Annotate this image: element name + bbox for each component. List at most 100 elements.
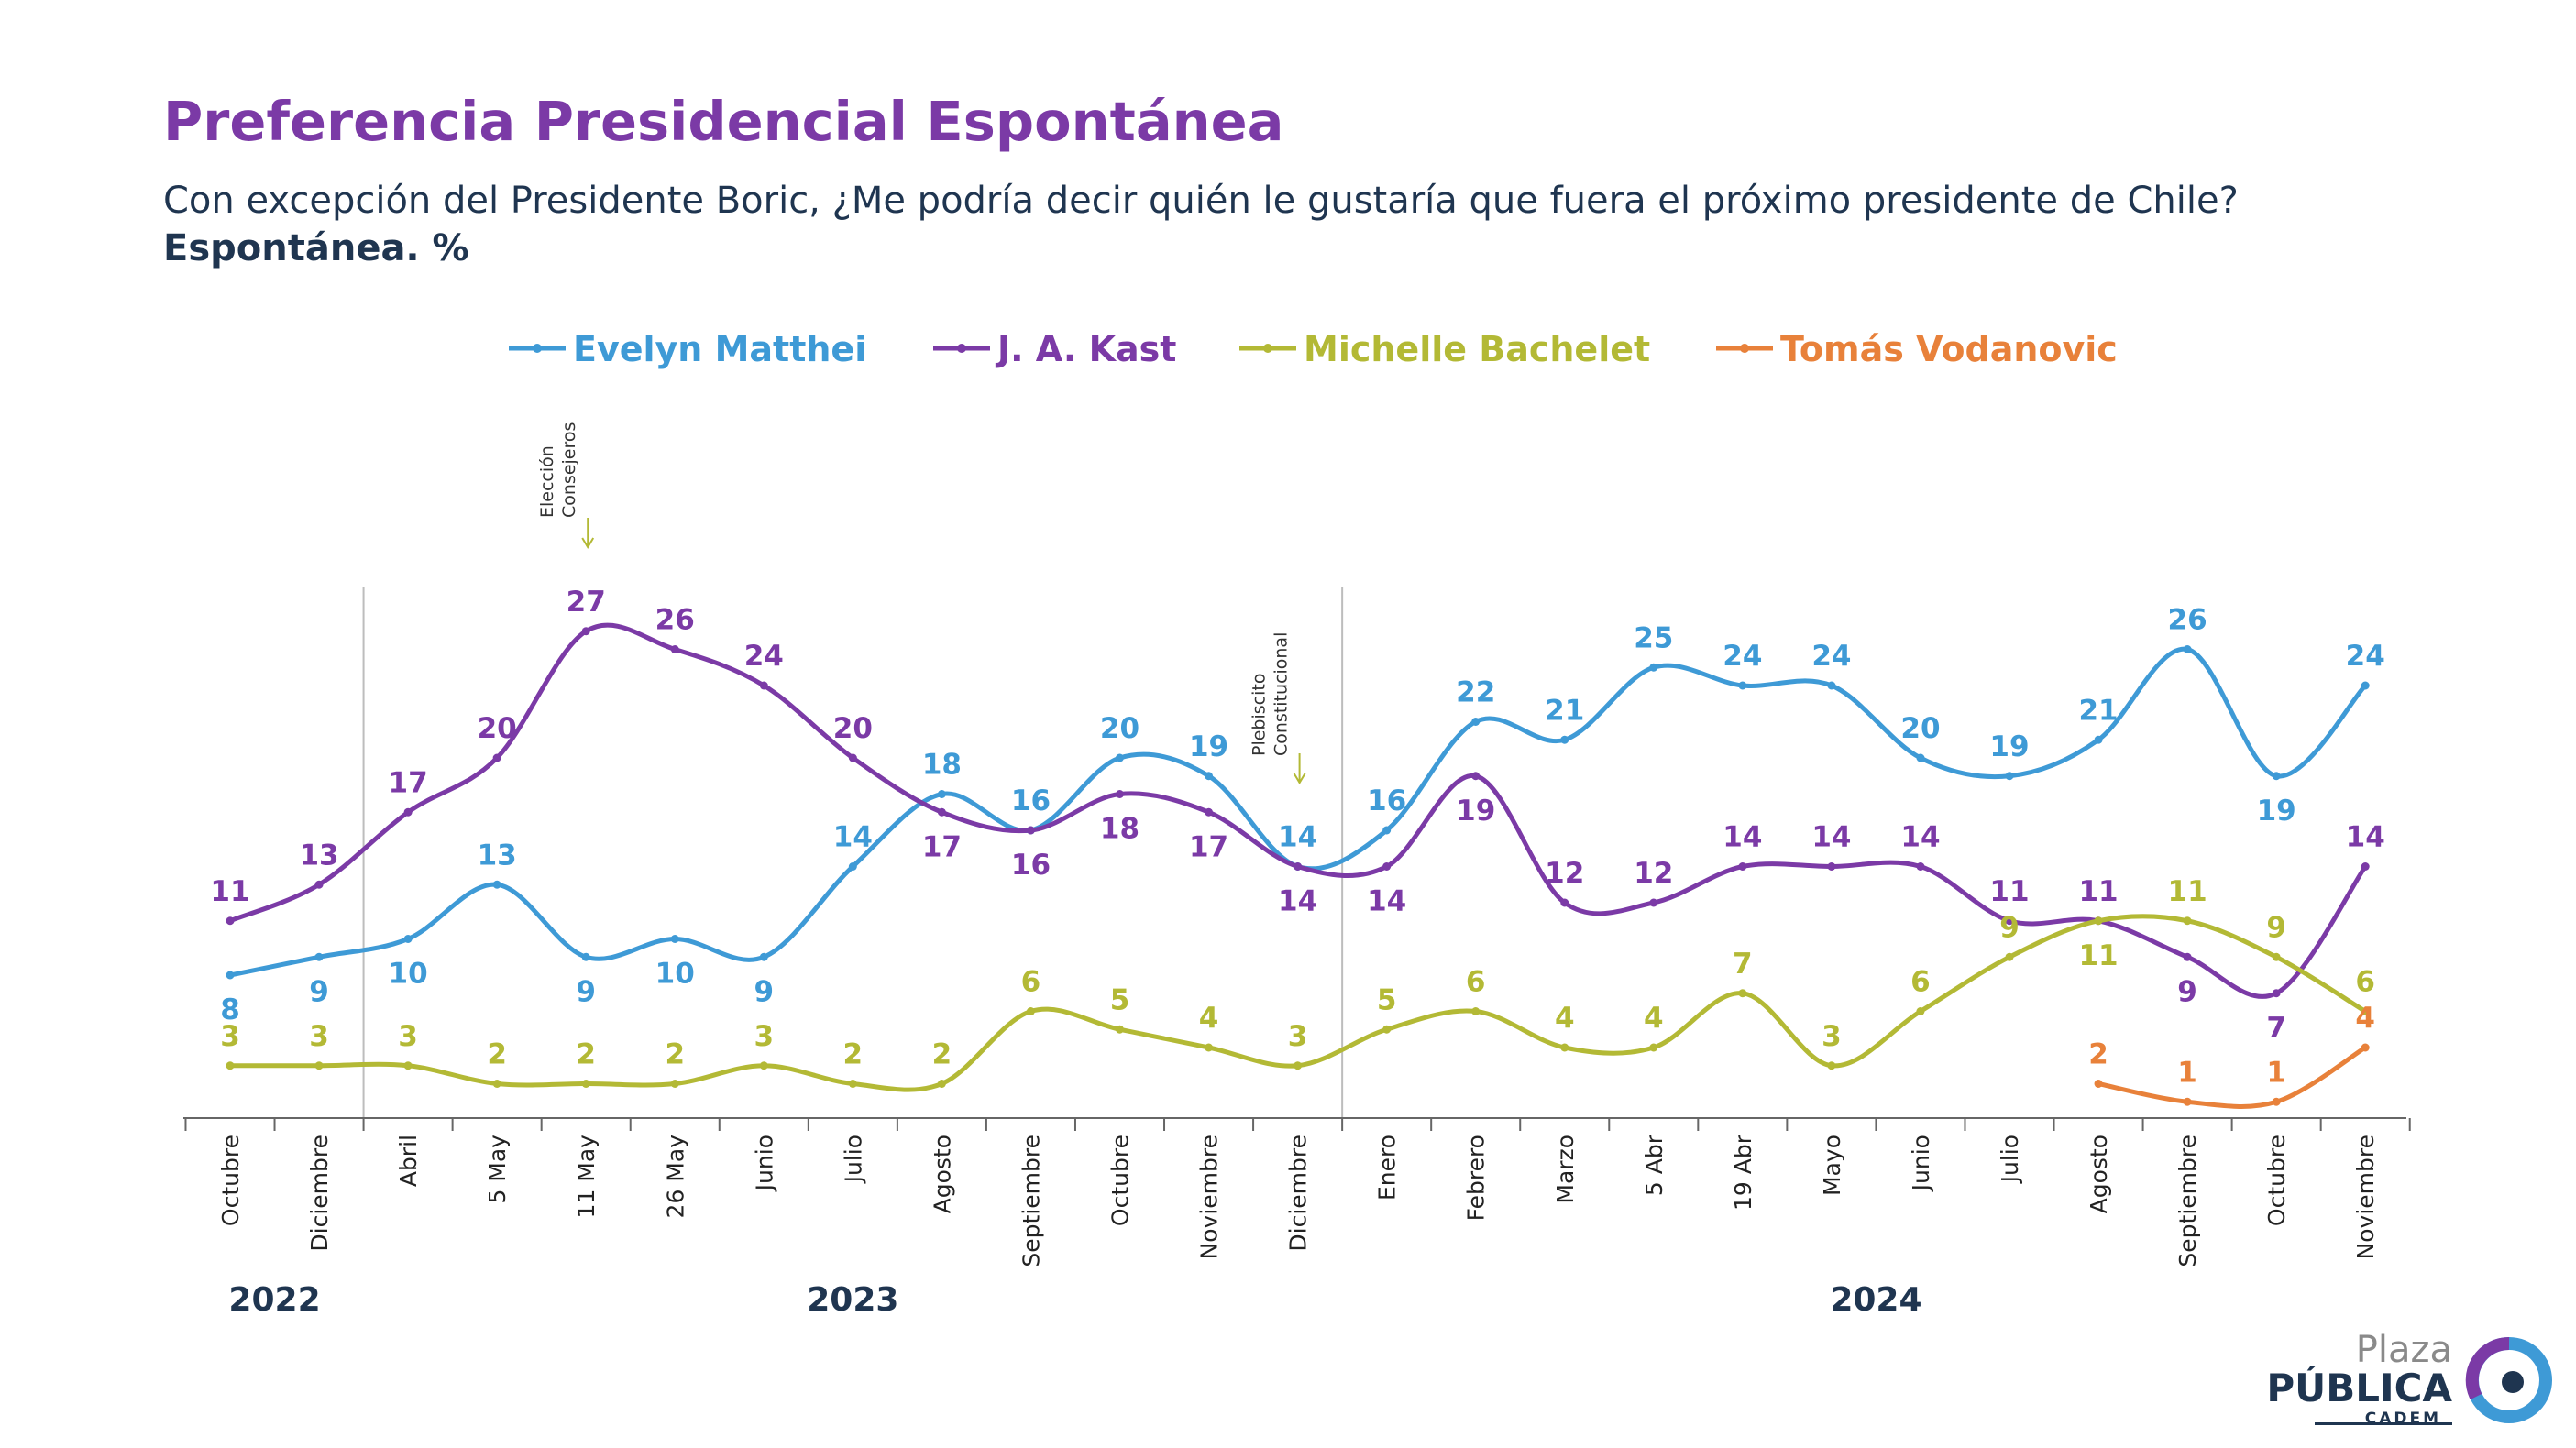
data-label: 9 bbox=[2177, 975, 2197, 1008]
x-tick-label: Julio bbox=[840, 1135, 866, 1184]
data-point bbox=[2183, 645, 2192, 653]
data-label: 14 bbox=[1900, 821, 1940, 854]
data-point bbox=[759, 1061, 768, 1070]
data-point bbox=[1471, 718, 1481, 726]
data-point bbox=[1116, 1025, 1124, 1034]
data-point bbox=[759, 952, 768, 961]
data-point bbox=[1916, 862, 1925, 871]
data-point bbox=[492, 1080, 501, 1088]
data-label: 24 bbox=[744, 640, 784, 673]
data-point bbox=[226, 971, 235, 980]
chart-annotations: Elección Consejeros Plebiscito Constitucion… bbox=[537, 422, 1306, 784]
data-label: 11 bbox=[2078, 939, 2118, 972]
data-label: 16 bbox=[1011, 849, 1051, 882]
data-point bbox=[2094, 1080, 2103, 1088]
data-label: 19 bbox=[2257, 795, 2296, 828]
data-label: 2 bbox=[932, 1038, 952, 1071]
annotation-text-1: Plebiscito bbox=[1249, 674, 1270, 756]
x-tick-label: Noviembre bbox=[1196, 1135, 1223, 1259]
data-point bbox=[1382, 1025, 1392, 1034]
data-point bbox=[670, 1080, 679, 1088]
annotation-text-0: Elección bbox=[537, 445, 557, 518]
data-point bbox=[1116, 790, 1124, 798]
data-label: 6 bbox=[2355, 966, 2375, 999]
annotation-arrowhead-1 bbox=[1293, 773, 1306, 784]
data-point bbox=[1471, 772, 1481, 781]
data-point bbox=[1294, 862, 1303, 871]
x-tick-label: 26 May bbox=[662, 1135, 688, 1219]
data-label: 10 bbox=[655, 958, 695, 991]
data-label: 6 bbox=[1021, 966, 1041, 999]
data-label: 18 bbox=[922, 749, 962, 782]
data-label: 19 bbox=[1989, 730, 2029, 763]
data-label: 5 bbox=[1377, 983, 1397, 1016]
data-label: 16 bbox=[1011, 784, 1051, 817]
chart-legend: Evelyn Matthei J. A. Kast Michelle Bachele… bbox=[509, 329, 2118, 369]
data-point bbox=[1382, 862, 1392, 871]
data-point bbox=[1916, 753, 1925, 762]
data-point bbox=[581, 952, 590, 961]
data-point bbox=[226, 1061, 235, 1070]
data-point bbox=[2272, 952, 2281, 961]
data-label: 1 bbox=[2266, 1056, 2286, 1089]
data-label: 6 bbox=[1466, 966, 1486, 999]
x-tick-label: Mayo bbox=[1819, 1135, 1845, 1196]
data-label: 17 bbox=[389, 766, 428, 799]
data-label: 2 bbox=[576, 1038, 596, 1071]
legend-entry-1: J. A. Kast bbox=[995, 329, 1176, 369]
data-label: 11 bbox=[2168, 875, 2207, 908]
data-point bbox=[1026, 826, 1035, 835]
data-label: 2 bbox=[843, 1038, 864, 1071]
data-label: 1 bbox=[2177, 1056, 2197, 1089]
data-point bbox=[581, 1080, 590, 1088]
data-point bbox=[226, 916, 235, 926]
data-point bbox=[937, 1080, 946, 1088]
question-subtitle: Con excepción del Presidente Boric, ¿Me … bbox=[163, 180, 2239, 222]
data-label: 14 bbox=[1367, 885, 1406, 918]
data-label: 9 bbox=[2266, 911, 2286, 944]
data-label: 24 bbox=[1723, 640, 1762, 673]
data-point bbox=[1738, 862, 1747, 871]
data-label: 14 bbox=[1723, 821, 1762, 854]
data-label: 4 bbox=[1644, 1002, 1664, 1035]
data-label: 3 bbox=[309, 1020, 329, 1053]
data-point bbox=[1205, 807, 1214, 817]
data-point bbox=[492, 880, 501, 889]
data-point bbox=[1560, 1043, 1569, 1052]
plaza-publica-cadem-logo: Plaza PÚBLICA CADEM bbox=[2266, 1329, 2562, 1430]
data-label: 21 bbox=[1545, 694, 1584, 727]
year-label-2024: 2024 bbox=[1830, 1281, 1921, 1319]
data-point bbox=[1649, 663, 1658, 672]
data-point bbox=[2361, 681, 2370, 690]
data-point bbox=[314, 952, 324, 961]
year-label-2023: 2023 bbox=[807, 1281, 898, 1319]
logo-text-plaza: Plaza bbox=[2355, 1329, 2452, 1371]
data-label: 26 bbox=[2168, 604, 2207, 637]
x-tick-label: 19 Abr bbox=[1730, 1134, 1756, 1211]
data-label: 11 bbox=[2078, 875, 2118, 908]
data-label: 20 bbox=[1900, 712, 1940, 745]
data-point bbox=[1116, 753, 1124, 762]
data-point bbox=[403, 935, 413, 943]
annotation-text-0: Consejeros bbox=[559, 422, 579, 518]
data-point bbox=[1026, 1007, 1035, 1015]
data-point bbox=[2272, 1097, 2281, 1106]
x-tick-label: 5 Abr bbox=[1641, 1134, 1668, 1196]
data-label: 7 bbox=[1733, 948, 1753, 981]
data-point bbox=[2183, 952, 2192, 961]
legend-marker-2 bbox=[1263, 344, 1272, 353]
data-point bbox=[848, 1080, 857, 1088]
data-label: 13 bbox=[299, 839, 338, 872]
logo-mark-icon bbox=[2465, 1336, 2552, 1423]
data-point bbox=[670, 645, 679, 653]
x-tick-label: Diciembre bbox=[1285, 1135, 1312, 1252]
data-point bbox=[403, 1061, 413, 1070]
x-tick-label: Octubre bbox=[2263, 1135, 2290, 1226]
data-point bbox=[1827, 1061, 1836, 1070]
data-point bbox=[1560, 735, 1569, 744]
legend-entry-3: Tomás Vodanovic bbox=[1780, 329, 2118, 369]
data-point bbox=[1205, 1043, 1214, 1052]
legend-entry-0: Evelyn Matthei bbox=[573, 329, 866, 369]
annotation-arrowhead-0 bbox=[581, 537, 595, 549]
